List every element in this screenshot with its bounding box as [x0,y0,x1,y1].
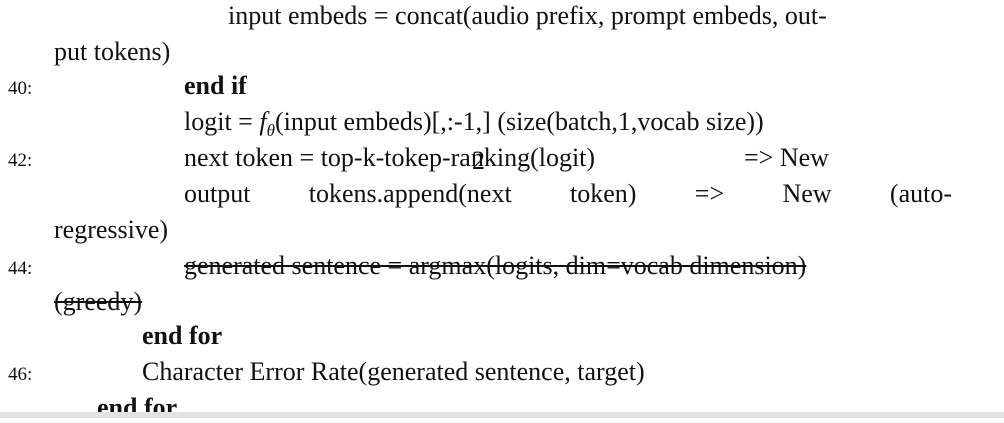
f-theta-symbol: f [259,107,267,136]
line-output-tokens: output tokens.append(next token) => New … [184,179,952,209]
word: (auto- [889,179,952,208]
line-number-44: 44: [8,258,33,279]
line-number-40: 40: [8,78,33,99]
next-token-comment: => New [744,143,829,172]
word: => [694,179,725,208]
struck-generated-sentence: generated sentence = argmax(logits, dim=… [184,251,807,280]
logit-suffix: (input embeds)[,:-1,] (size(batch,1,voca… [274,107,764,136]
word: tokens.append(next [308,179,512,208]
line-number-46: 46: [8,364,33,385]
word: token) [570,179,637,208]
logit-prefix: logit = [184,107,260,136]
end-if-keyword: end if [184,71,247,100]
end-for-outer-keyword: end for [97,393,178,422]
theta-subscript: θ [266,121,275,141]
word: New [782,179,832,208]
line-logit: logit = fθ(input embeds)[,:-1,] (size(ba… [184,107,764,146]
line-character-error-rate: Character Error Rate(generated sentence,… [142,357,645,386]
end-for-inner-keyword: end for [142,321,223,350]
line-number-42: 42: [8,150,33,171]
line-input-embeds: input embeds = concat(audio prefix, prom… [228,1,827,30]
page-number: 2 [472,146,485,175]
line-output-tokens-cont: regressive) [54,215,169,244]
word: output [184,179,251,208]
struck-greedy: (greedy) [54,287,143,316]
bottom-edge-bar [0,412,1004,418]
line-input-embeds-cont: put tokens) [54,37,171,66]
line-next-token: next token = top-k-tokep-ranking(logit) [184,143,596,172]
